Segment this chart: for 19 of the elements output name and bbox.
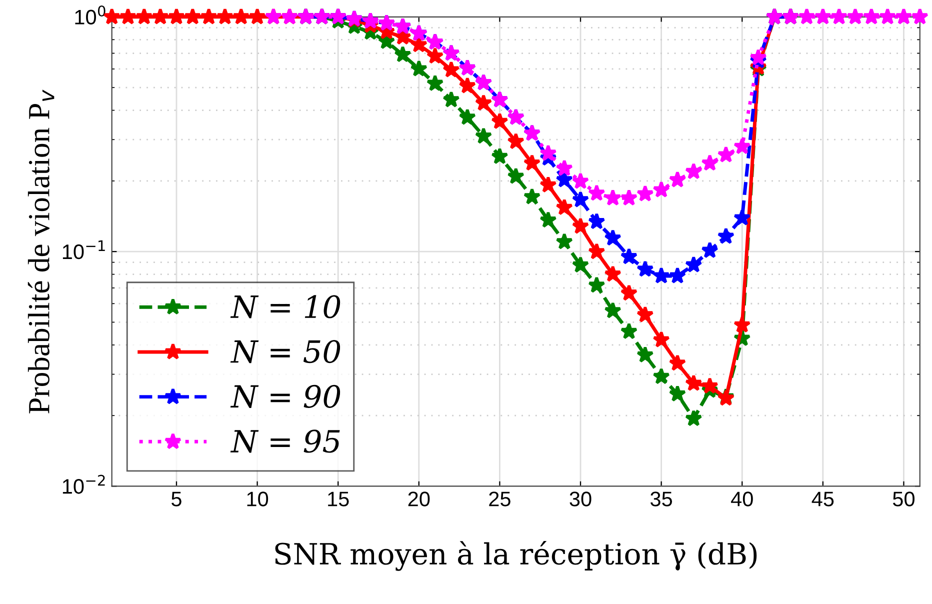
legend-label: N = 95 (230, 430, 340, 453)
x-tick-label: 25 (489, 492, 510, 506)
x-tick-label: 30 (570, 492, 592, 506)
x-axis-title: SNR moyen à la réception γ̄ (dB) (275, 541, 757, 571)
x-tick-label: 35 (650, 492, 672, 506)
y-tick-label: 10$^{−2}$ (62, 474, 105, 494)
y-tick-label: 10$^{0}$ (75, 6, 106, 25)
x-tick-label: 15 (328, 492, 349, 506)
legend-label: N = 90 (230, 384, 340, 408)
x-tick-label: 50 (892, 492, 914, 506)
y-tick-label: 10$^{−1}$ (62, 240, 105, 260)
x-tick-label: 45 (812, 492, 834, 506)
y-axis-title: Probabilité de violation P$_{v}$ (28, 90, 54, 414)
x-tick-label: 20 (408, 492, 430, 506)
x-tick-label: 5 (172, 492, 182, 506)
x-tick-label: 10 (247, 492, 268, 506)
legend-label: N = 50 (230, 340, 340, 364)
legend-label: N = 10 (230, 295, 340, 318)
x-tick-label: 40 (731, 492, 753, 506)
